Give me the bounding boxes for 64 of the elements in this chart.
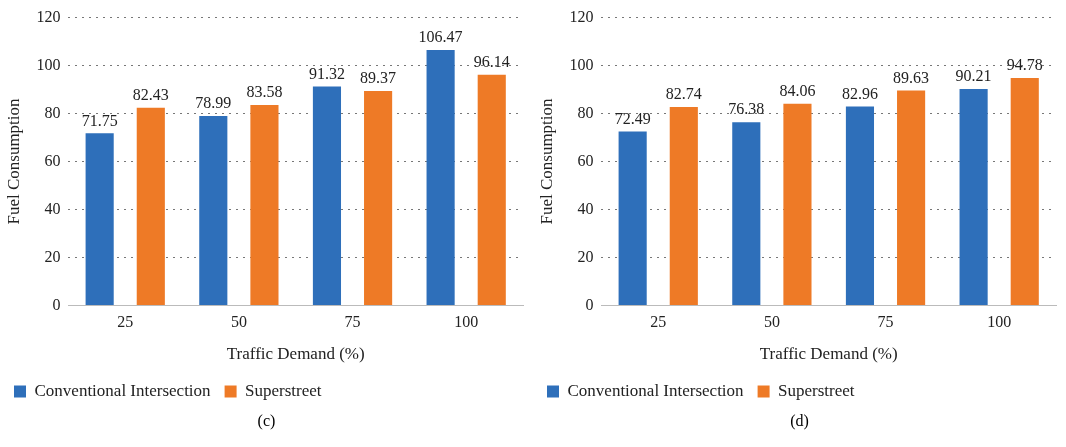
bar	[426, 50, 455, 305]
x-tick-label: 100	[987, 313, 1012, 331]
y-tick-label: 80	[577, 103, 594, 121]
y-tick-label: 120	[569, 7, 594, 25]
x-axis-title: Traffic Demand (%)	[226, 344, 365, 364]
bar	[845, 106, 875, 305]
data-label: 90.21	[955, 67, 992, 85]
x-tick-label: 25	[117, 313, 134, 331]
data-label: 89.37	[360, 69, 397, 87]
data-label: 76.38	[728, 100, 765, 118]
text: (c)	[256, 412, 277, 430]
y-axis-title: Fuel Consumption	[3, 97, 23, 225]
bar	[618, 131, 647, 305]
x-axis-title: Traffic Demand (%)	[759, 344, 898, 364]
bar	[312, 86, 342, 305]
data-label: 96.14	[473, 53, 510, 71]
data-label: 89.63	[893, 68, 930, 86]
bar	[783, 103, 812, 305]
x-tick-label: 25	[650, 313, 667, 331]
y-tick-label: 60	[577, 151, 594, 169]
y-tick-label: 120	[36, 7, 61, 25]
y-tick-label: 80	[44, 103, 61, 121]
legend-label: Conventional Intersection	[567, 380, 745, 400]
data-label: 84.06	[779, 82, 816, 99]
legend-label: Superstreet	[245, 380, 322, 400]
text: (d)	[789, 412, 810, 430]
data-label: 82.74	[665, 85, 702, 103]
y-tick-label: 0	[585, 295, 594, 313]
y-tick-label: 100	[569, 55, 594, 73]
bar	[364, 91, 393, 305]
data-label: 82.96	[841, 84, 878, 102]
bar	[199, 115, 228, 305]
bar	[897, 90, 926, 305]
x-tick-label: 50	[763, 313, 780, 331]
legend-label: Conventional Intersection	[34, 380, 212, 400]
y-tick-label: 20	[577, 247, 594, 265]
data-label: 72.49	[614, 109, 651, 127]
bar	[732, 122, 761, 305]
y-tick-label: 40	[577, 199, 594, 217]
bar	[959, 89, 988, 305]
y-tick-label: 0	[52, 295, 61, 313]
x-tick-label: 75	[877, 313, 894, 331]
data-label: 82.43	[132, 85, 169, 103]
x-tick-label: 100	[454, 313, 479, 331]
bar	[85, 133, 114, 305]
data-label: 94.78	[1006, 56, 1043, 74]
data-label: 91.32	[308, 64, 345, 82]
legend-label: Superstreet	[778, 380, 855, 400]
bar	[1010, 78, 1039, 305]
data-label: 83.58	[246, 83, 283, 101]
y-tick-label: 60	[44, 151, 61, 169]
data-label: 106.47	[418, 28, 463, 46]
bar	[250, 104, 279, 305]
bar	[477, 74, 506, 305]
y-tick-label: 100	[36, 55, 61, 73]
x-tick-label: 50	[230, 313, 247, 331]
bar	[136, 107, 165, 305]
x-tick-label: 75	[344, 313, 361, 331]
data-label: 71.75	[81, 111, 118, 129]
data-label: 78.99	[195, 94, 232, 112]
y-tick-label: 20	[44, 247, 61, 265]
bar	[669, 106, 698, 305]
y-axis-title: Fuel Consumption	[536, 97, 556, 225]
y-tick-label: 40	[44, 199, 61, 217]
